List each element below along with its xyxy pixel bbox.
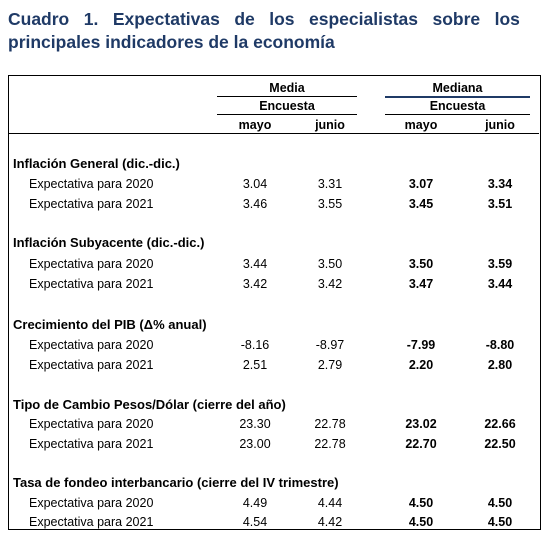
col-media-junio: junio — [315, 118, 345, 132]
value-media-junio: 3.50 — [317, 257, 343, 271]
value-mediana-mayo: 4.50 — [408, 496, 434, 510]
row-label: Expectativa para 2020 — [29, 257, 154, 271]
value-media-junio: -8.97 — [315, 338, 345, 352]
col-mediana-junio: junio — [485, 118, 515, 132]
value-media-junio: 3.31 — [317, 177, 343, 191]
section-title: Inflación Subyacente (dic.-dic.) — [13, 235, 205, 250]
encuesta-mediana-rule — [385, 114, 530, 115]
title-line-1: Cuadro 1. Expectativas de los especialis… — [8, 8, 520, 31]
title-word: Cuadro — [8, 9, 70, 29]
expectations-table: Media Mediana Encuesta Encuesta mayo jun… — [8, 75, 541, 530]
value-mediana-junio: 4.50 — [487, 496, 513, 510]
title-word: de — [234, 9, 255, 29]
row-label: Expectativa para 2021 — [29, 437, 154, 451]
value-media-junio: 2.79 — [317, 358, 343, 372]
row-label: Expectativa para 2020 — [29, 338, 154, 352]
row-label: Expectativa para 2021 — [29, 358, 154, 372]
value-media-mayo: 4.49 — [242, 496, 268, 510]
value-mediana-mayo: 22.70 — [405, 437, 437, 451]
title-word: los — [269, 9, 295, 29]
value-media-mayo: 3.44 — [242, 257, 268, 271]
value-media-junio: 3.42 — [317, 277, 343, 291]
row-label: Expectativa para 2021 — [29, 277, 154, 291]
value-mediana-junio: 4.50 — [487, 515, 513, 529]
value-mediana-mayo: 3.47 — [408, 277, 434, 291]
value-mediana-junio: 3.59 — [487, 257, 513, 271]
value-media-mayo: 23.00 — [239, 437, 271, 451]
value-media-mayo: 2.51 — [242, 358, 268, 372]
section-title: Tasa de fondeo interbancario (cierre del… — [13, 475, 339, 490]
title-word: 1. — [83, 9, 99, 29]
row-label: Expectativa para 2021 — [29, 197, 154, 211]
mediana-header: Mediana — [432, 81, 483, 95]
title-word: los — [494, 9, 520, 29]
value-media-junio: 22.78 — [314, 437, 346, 451]
col-media-mayo: mayo — [238, 118, 272, 132]
title-word: Expectativas — [112, 9, 220, 29]
value-mediana-mayo: 3.07 — [408, 177, 434, 191]
value-mediana-mayo: 3.50 — [408, 257, 434, 271]
value-mediana-mayo: 3.45 — [408, 197, 434, 211]
value-media-mayo: 4.54 — [242, 515, 268, 529]
row-label: Expectativa para 2020 — [29, 417, 154, 431]
section-title: Inflación General (dic.-dic.) — [13, 156, 180, 171]
value-mediana-mayo: -7.99 — [406, 338, 436, 352]
value-mediana-mayo: 23.02 — [405, 417, 437, 431]
encuesta-mediana-header: Encuesta — [429, 99, 486, 113]
title-line-2: principales indicadores de la economía — [8, 32, 335, 52]
value-media-mayo: 23.30 — [239, 417, 271, 431]
row-label: Expectativa para 2021 — [29, 515, 154, 529]
value-mediana-junio: 3.51 — [487, 197, 513, 211]
col-mediana-mayo: mayo — [404, 118, 438, 132]
value-media-junio: 4.44 — [317, 496, 343, 510]
encuesta-media-rule — [217, 114, 357, 115]
value-mediana-junio: 3.44 — [487, 277, 513, 291]
media-rule — [217, 96, 357, 97]
table-title: Cuadro 1. Expectativas de los especialis… — [8, 8, 520, 54]
value-mediana-junio: 2.80 — [487, 358, 513, 372]
section-title: Tipo de Cambio Pesos/Dólar (cierre del a… — [13, 397, 286, 412]
value-mediana-junio: 3.34 — [487, 177, 513, 191]
value-mediana-mayo: 4.50 — [408, 515, 434, 529]
section-title: Crecimiento del PIB (Δ% anual) — [13, 317, 207, 332]
title-word: sobre — [432, 9, 481, 29]
row-label: Expectativa para 2020 — [29, 177, 154, 191]
value-mediana-junio: 22.50 — [484, 437, 516, 451]
title-word: especialistas — [309, 9, 418, 29]
encuesta-media-header: Encuesta — [259, 99, 315, 113]
value-media-junio: 22.78 — [314, 417, 346, 431]
value-media-mayo: 3.46 — [242, 197, 268, 211]
media-header: Media — [269, 81, 305, 95]
value-mediana-junio: 22.66 — [484, 417, 516, 431]
value-media-junio: 4.42 — [317, 515, 343, 529]
value-media-junio: 3.55 — [317, 197, 343, 211]
value-mediana-junio: -8.80 — [485, 338, 515, 352]
value-media-mayo: -8.16 — [240, 338, 270, 352]
header-bottom-rule — [9, 133, 539, 134]
row-label: Expectativa para 2020 — [29, 496, 154, 510]
value-media-mayo: 3.42 — [242, 277, 268, 291]
value-media-mayo: 3.04 — [242, 177, 268, 191]
value-mediana-mayo: 2.20 — [408, 358, 434, 372]
mediana-rule — [385, 96, 530, 98]
